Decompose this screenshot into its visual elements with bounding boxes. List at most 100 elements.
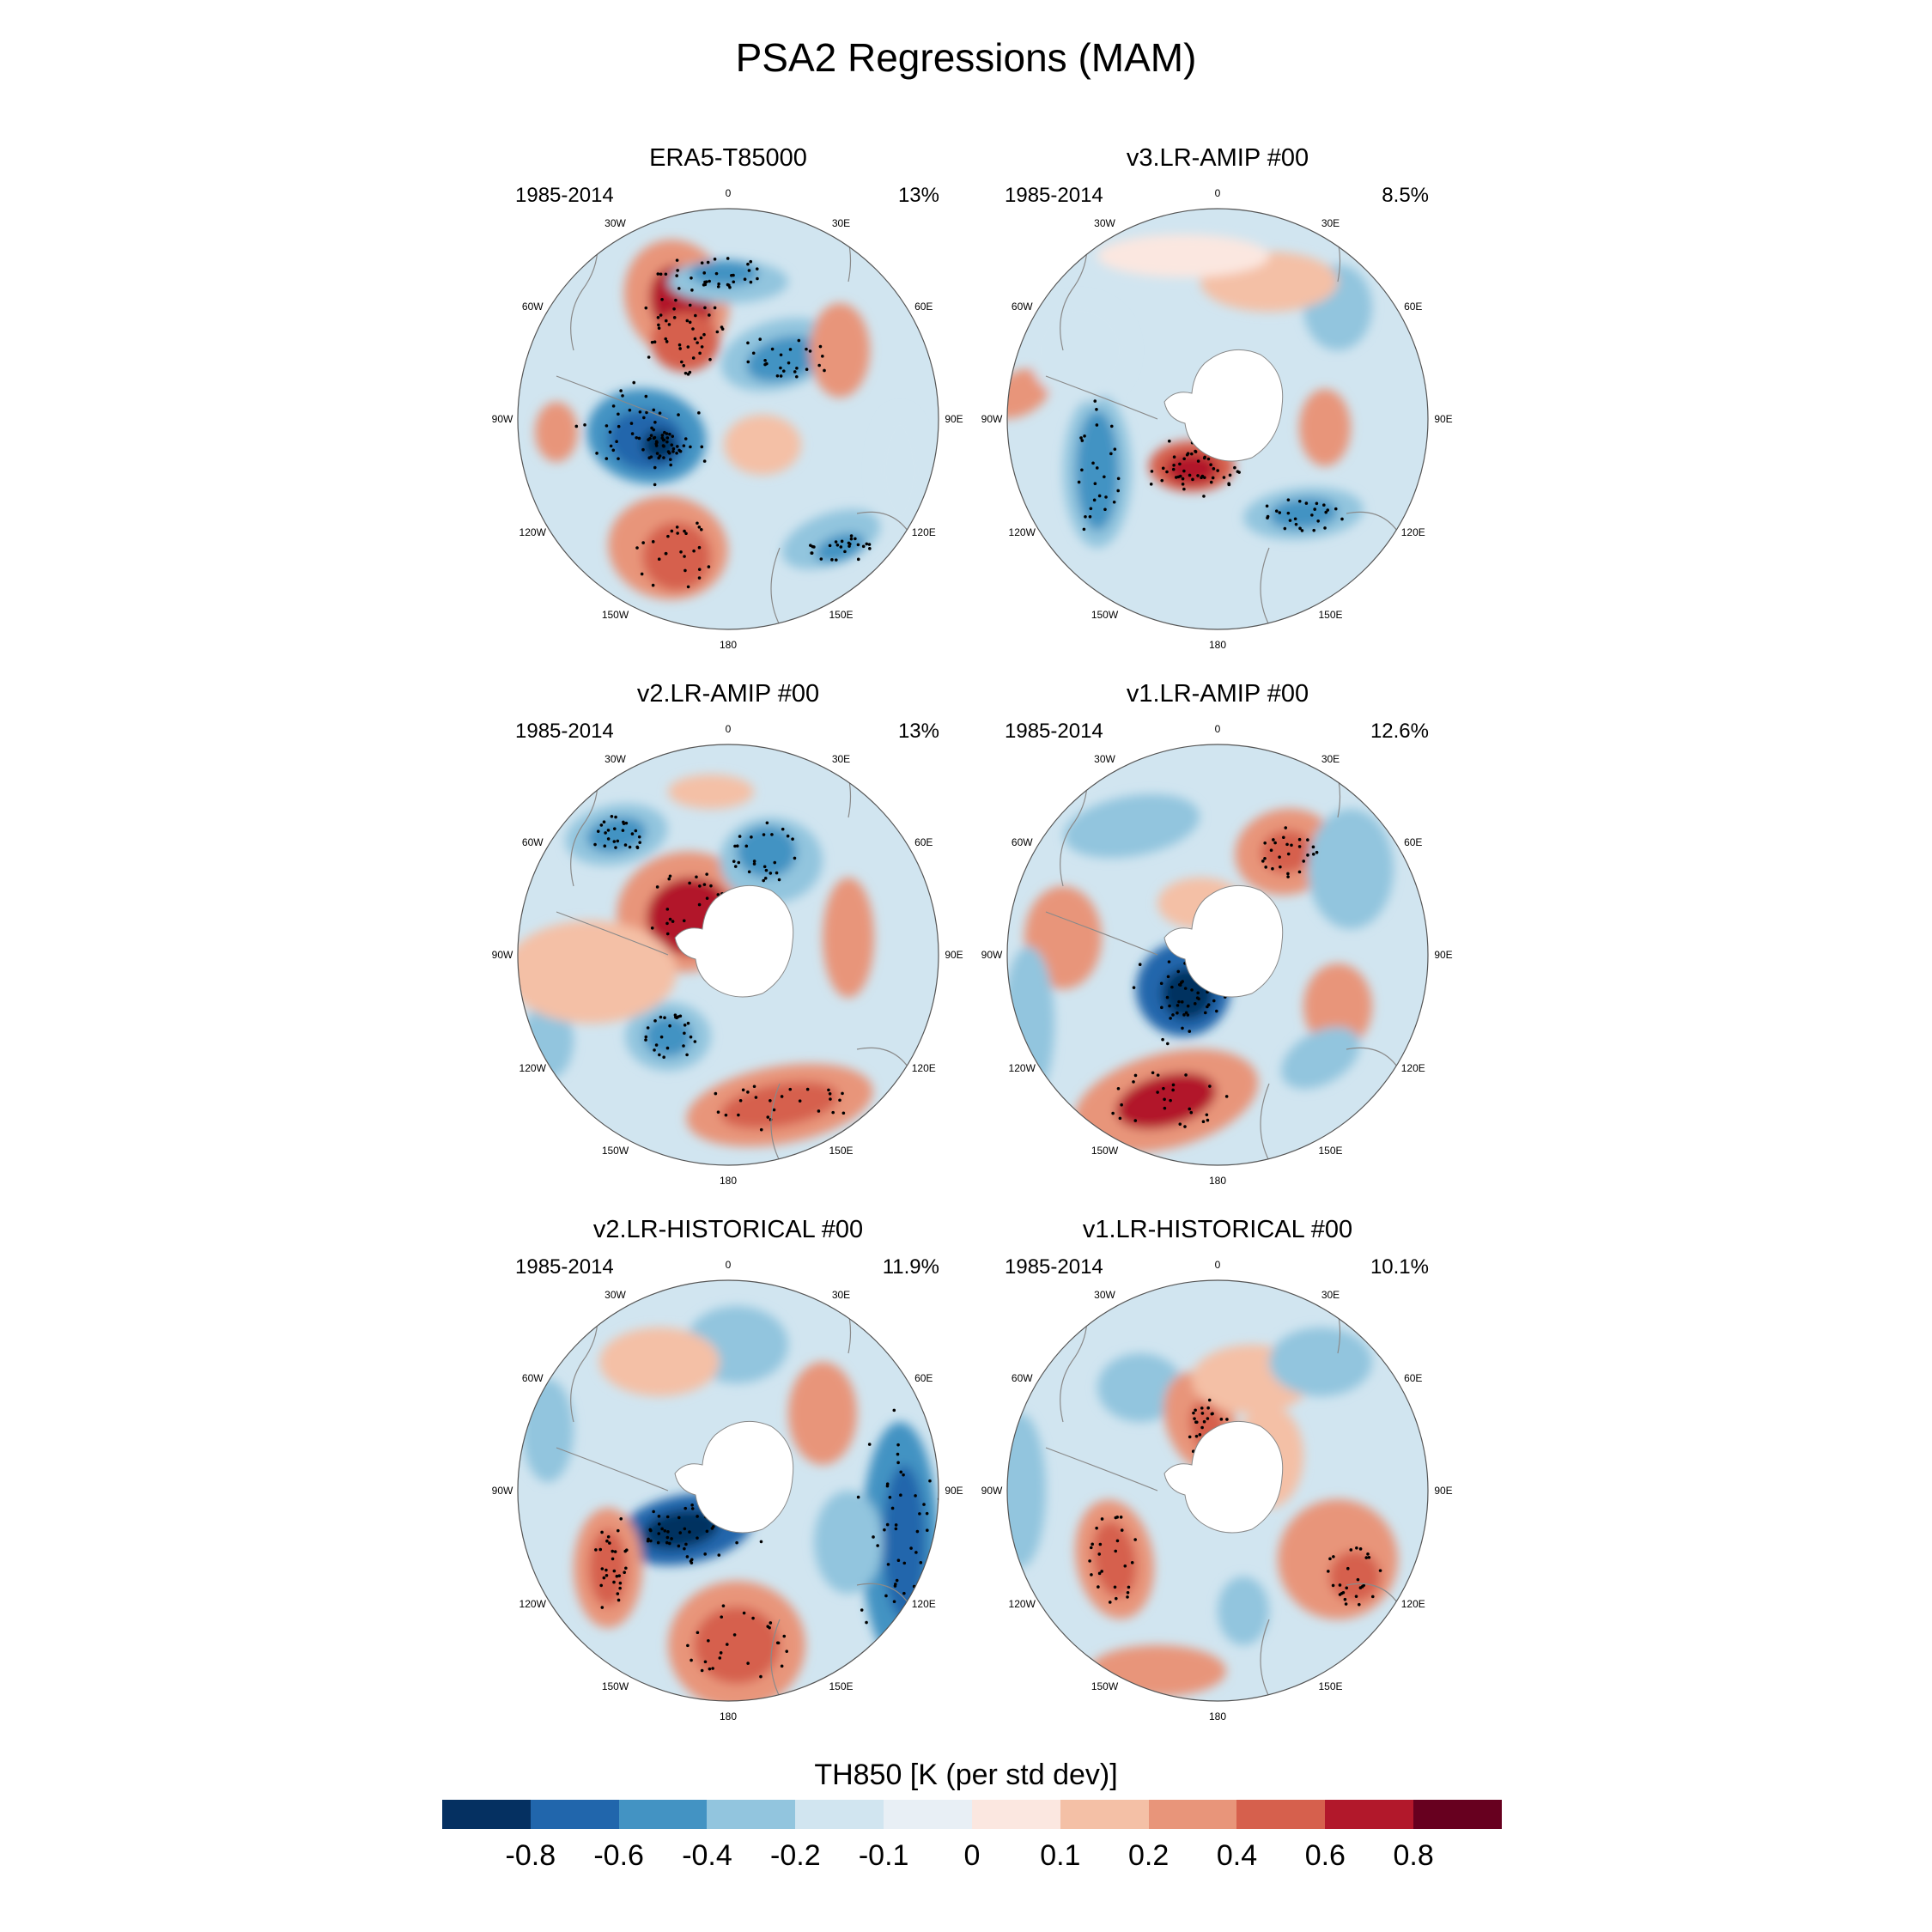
colorbar-segment <box>795 1800 884 1829</box>
colorbar-segment <box>530 1800 619 1829</box>
longitude-label: 90W <box>491 1485 513 1497</box>
colorbar-segment <box>884 1800 972 1829</box>
longitude-label: 60E <box>1404 1371 1423 1384</box>
longitude-label: 30W <box>1094 217 1115 230</box>
colorbar-tick-label: -0.8 <box>505 1839 556 1872</box>
polar-map <box>1006 208 1429 630</box>
colorbar-segment <box>1325 1800 1414 1829</box>
longitude-label: 120W <box>519 1597 546 1610</box>
longitude-label: 60W <box>1011 300 1033 313</box>
longitude-label: 90E <box>945 1485 963 1497</box>
longitude-label: 150E <box>1318 1144 1343 1157</box>
longitude-label: 0 <box>1214 187 1221 199</box>
anomaly-region <box>814 1491 883 1594</box>
colorbar-segment <box>1148 1800 1237 1829</box>
panel-variance: 13% <box>897 184 939 207</box>
map-panel: v1.LR-HISTORICAL #00 1985-2014 10.1% 0 30E 60… <box>943 1216 1492 1731</box>
anomaly-region <box>518 920 677 1024</box>
colorbar-tick-label: 0.6 <box>1304 1839 1346 1872</box>
longitude-label: 60E <box>1404 300 1423 313</box>
longitude-label: 90W <box>491 413 513 425</box>
longitude-label: 60W <box>521 835 544 848</box>
longitude-label: 30W <box>605 217 626 230</box>
longitude-label: 0 <box>725 723 732 735</box>
panel-variance: 13% <box>897 720 939 743</box>
longitude-label: 150W <box>601 1680 629 1692</box>
longitude-label: 150W <box>601 608 629 621</box>
longitude-label: 180 <box>1208 1710 1227 1722</box>
panel-title: v2.LR-HISTORICAL #00 <box>592 1216 864 1243</box>
longitude-label: 60W <box>1011 1371 1033 1384</box>
longitude-label: 60W <box>1011 835 1033 848</box>
anomaly-region <box>1076 410 1119 531</box>
longitude-label: 0 <box>1214 723 1221 735</box>
longitude-label: 0 <box>725 1259 732 1271</box>
colorbar-tick-label: 0.1 <box>1040 1839 1081 1872</box>
panel-title: v3.LR-AMIP #00 <box>1126 144 1309 172</box>
panel-variance: 12.6% <box>1370 720 1429 743</box>
map-border <box>517 208 939 630</box>
longitude-label: 180 <box>719 1175 738 1187</box>
anomaly-region <box>1269 1327 1372 1396</box>
longitude-label: 30E <box>1321 753 1340 766</box>
longitude-label: 150E <box>829 1144 854 1157</box>
anomaly-region <box>1281 1026 1360 1090</box>
longitude-label: 150W <box>601 1144 629 1157</box>
longitude-label: 120E <box>911 1061 936 1074</box>
antarctica-landmass <box>674 1420 794 1534</box>
longitude-label: 30E <box>831 753 851 766</box>
longitude-label: 30E <box>1321 1289 1340 1302</box>
anomaly-region <box>874 410 926 531</box>
anomaly-region <box>1308 809 1394 929</box>
anomaly-region <box>642 1509 720 1550</box>
longitude-label: 90E <box>945 949 963 961</box>
anomaly-region <box>694 1607 780 1684</box>
anomaly-region <box>1303 963 1372 1049</box>
longitude-label: 90W <box>491 949 513 961</box>
map-border <box>517 1279 939 1702</box>
longitude-label: 120E <box>911 526 936 538</box>
anomaly-region <box>599 1327 720 1396</box>
colorbar-segment <box>707 1800 796 1829</box>
longitude-label: 30W <box>1094 753 1115 766</box>
longitude-label: 150W <box>1091 608 1119 621</box>
longitude-label: 90E <box>1434 949 1453 961</box>
anomaly-region <box>823 878 874 998</box>
longitude-label: 30E <box>831 217 851 230</box>
colorbar-tick-label: -0.2 <box>770 1839 821 1872</box>
colorbar-segment <box>1236 1800 1326 1829</box>
antarctica-landmass <box>1163 349 1284 462</box>
colorbar-title: TH850 [K (per std dev)] <box>814 1759 1118 1791</box>
antarctica-landmass <box>1163 884 1284 998</box>
anomaly-region <box>746 336 822 382</box>
panel-variance: 8.5% <box>1382 184 1429 207</box>
longitude-label: 60W <box>521 1371 544 1384</box>
longitude-label: 60E <box>914 300 933 313</box>
anomaly-region <box>1092 1521 1137 1598</box>
map-panel: v2.LR-AMIP #00 1985-2014 13% 0 30E 60E 90E 120E… <box>453 680 1003 1195</box>
longitude-label: 180 <box>1208 1175 1227 1187</box>
anomaly-region <box>644 1016 692 1057</box>
anomaly-region <box>1115 1072 1217 1129</box>
longitude-label: 90W <box>981 413 1003 425</box>
polar-map <box>517 208 939 630</box>
longitude-label: 30E <box>1321 217 1340 230</box>
longitude-label: 180 <box>719 1710 738 1722</box>
anomaly-region <box>690 260 758 286</box>
longitude-label: 30W <box>605 1289 626 1302</box>
longitude-label: 90E <box>1434 413 1453 425</box>
anomaly-region <box>522 1379 574 1482</box>
panel-period: 1985-2014 <box>515 720 614 743</box>
longitude-label: 60E <box>914 1371 933 1384</box>
colorbar-segment <box>442 1800 531 1829</box>
longitude-label: 150W <box>1091 1144 1119 1157</box>
map-panel: v3.LR-AMIP #00 1985-2014 8.5% 0 30E 60E 90E 120… <box>943 144 1492 659</box>
colorbar-tick-label: 0 <box>963 1839 981 1872</box>
colorbar-segment <box>618 1800 708 1829</box>
panel-variance: 11.9% <box>882 1255 939 1279</box>
colorbar-tick-label: -0.6 <box>593 1839 644 1872</box>
longitude-label: 120W <box>1008 1597 1036 1610</box>
antarctica-landmass <box>1163 1420 1284 1534</box>
panel-period: 1985-2014 <box>515 184 614 207</box>
longitude-label: 120W <box>519 1061 546 1074</box>
